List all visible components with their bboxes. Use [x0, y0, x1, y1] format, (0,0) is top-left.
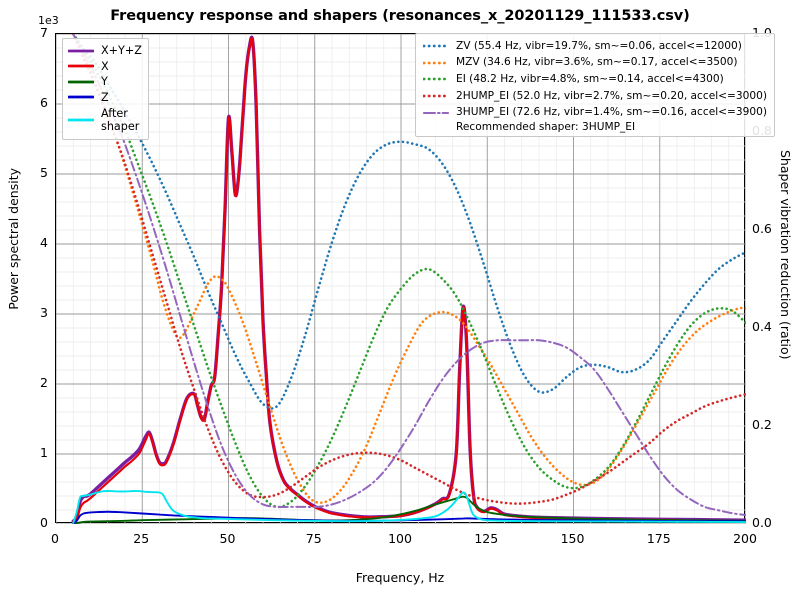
y-tick-right-0.0: 0.0: [752, 515, 772, 530]
x-tick-125: 125: [474, 531, 499, 546]
y-tick-left-7: 7: [40, 25, 48, 40]
x-axis-title: Frequency, Hz: [355, 570, 445, 585]
curve-mzv: [71, 34, 746, 504]
x-tick-0: 0: [51, 531, 59, 546]
x-tick-175: 175: [646, 531, 671, 546]
y-tick-left-1: 1: [40, 445, 48, 460]
legend-item-after-shaper[interactable]: After shaper: [68, 105, 142, 135]
recommended-shaper-note: Recommended shaper: 3HUMP_EI: [456, 120, 636, 133]
legend-label: Y: [101, 75, 108, 89]
y-tick-left-3: 3: [40, 305, 48, 320]
curve-zv: [71, 34, 746, 410]
line-solid-icon: [68, 75, 94, 89]
legend-item-x-y-z[interactable]: X+Y+Z: [68, 43, 142, 59]
legend-label: Z: [101, 90, 109, 104]
line-dashdot-icon: [423, 106, 449, 120]
legend-item-z[interactable]: Z: [68, 90, 142, 106]
curve-after-shaper: [72, 490, 746, 524]
line-dotted-icon: [423, 56, 449, 70]
y-tick-left-6: 6: [40, 95, 48, 110]
y-tick-left-5: 5: [40, 165, 48, 180]
data-curves: [71, 34, 746, 524]
legend-label: ZV (55.4 Hz, vibr=19.7%, sm~=0.06, accel…: [456, 39, 742, 52]
y-tick-right-0.6: 0.6: [752, 221, 772, 236]
curve-3hump-ei: [72, 34, 746, 517]
legend-shapers[interactable]: ZV (55.4 Hz, vibr=19.7%, sm~=0.06, accel…: [415, 33, 775, 137]
y-tick-right-0.2: 0.2: [752, 417, 772, 432]
legend-item-x[interactable]: X: [68, 59, 142, 75]
line-dotted-icon: [423, 89, 449, 103]
line-solid-icon: [68, 113, 94, 127]
legend-label: After shaper: [101, 106, 140, 134]
plot-area: [55, 33, 746, 524]
line-solid-icon: [68, 90, 94, 104]
legend-psd[interactable]: X+Y+Z X Y Z After shaper: [62, 38, 149, 140]
line-solid-icon: [68, 59, 94, 73]
y-tick-left-0: 0: [40, 515, 48, 530]
legend-item-3hump-ei[interactable]: 3HUMP_EI (72.6 Hz, vibr=1.4%, sm~=0.16, …: [423, 104, 767, 121]
line-solid-icon: [68, 44, 94, 58]
chart-title: Frequency response and shapers (resonanc…: [110, 8, 690, 24]
y-axis-exponent-label: 1e3: [38, 14, 59, 27]
curve-ei: [71, 34, 746, 509]
curve-x: [72, 36, 679, 523]
x-tick-100: 100: [388, 531, 412, 546]
legend-label: MZV (34.6 Hz, vibr=3.6%, sm~=0.17, accel…: [456, 56, 738, 69]
line-dotted-icon: [423, 39, 449, 53]
y-tick-left-2: 2: [40, 375, 48, 390]
legend-label: 3HUMP_EI (72.6 Hz, vibr=1.4%, sm~=0.16, …: [456, 106, 767, 119]
x-tick-150: 150: [560, 531, 585, 546]
legend-item-zv[interactable]: ZV (55.4 Hz, vibr=19.7%, sm~=0.06, accel…: [423, 38, 767, 55]
legend-item-mzv[interactable]: MZV (34.6 Hz, vibr=3.6%, sm~=0.17, accel…: [423, 55, 767, 72]
x-tick-50: 50: [219, 531, 236, 546]
line-dotted-icon: [423, 72, 449, 86]
legend-item-2hump-ei[interactable]: 2HUMP_EI (52.0 Hz, vibr=2.7%, sm~=0.20, …: [423, 88, 767, 105]
curve-y: [72, 495, 746, 524]
x-tick-25: 25: [133, 531, 150, 546]
legend-label: 2HUMP_EI (52.0 Hz, vibr=2.7%, sm~=0.20, …: [456, 89, 767, 102]
y-tick-left-4: 4: [40, 235, 48, 250]
x-tick-200: 200: [733, 531, 757, 546]
legend-item-y[interactable]: Y: [68, 74, 142, 90]
y-axis-right-title: Shaper vibration reduction (ratio): [778, 150, 793, 360]
y-tick-right-0.4: 0.4: [752, 319, 772, 334]
legend-item-ei[interactable]: EI (48.2 Hz, vibr=4.8%, sm~=0.14, accel<…: [423, 71, 767, 88]
legend-label: X+Y+Z: [101, 44, 142, 58]
legend-label: X: [101, 59, 109, 73]
x-tick-75: 75: [305, 531, 322, 546]
legend-label: EI (48.2 Hz, vibr=4.8%, sm~=0.14, accel<…: [456, 72, 724, 85]
